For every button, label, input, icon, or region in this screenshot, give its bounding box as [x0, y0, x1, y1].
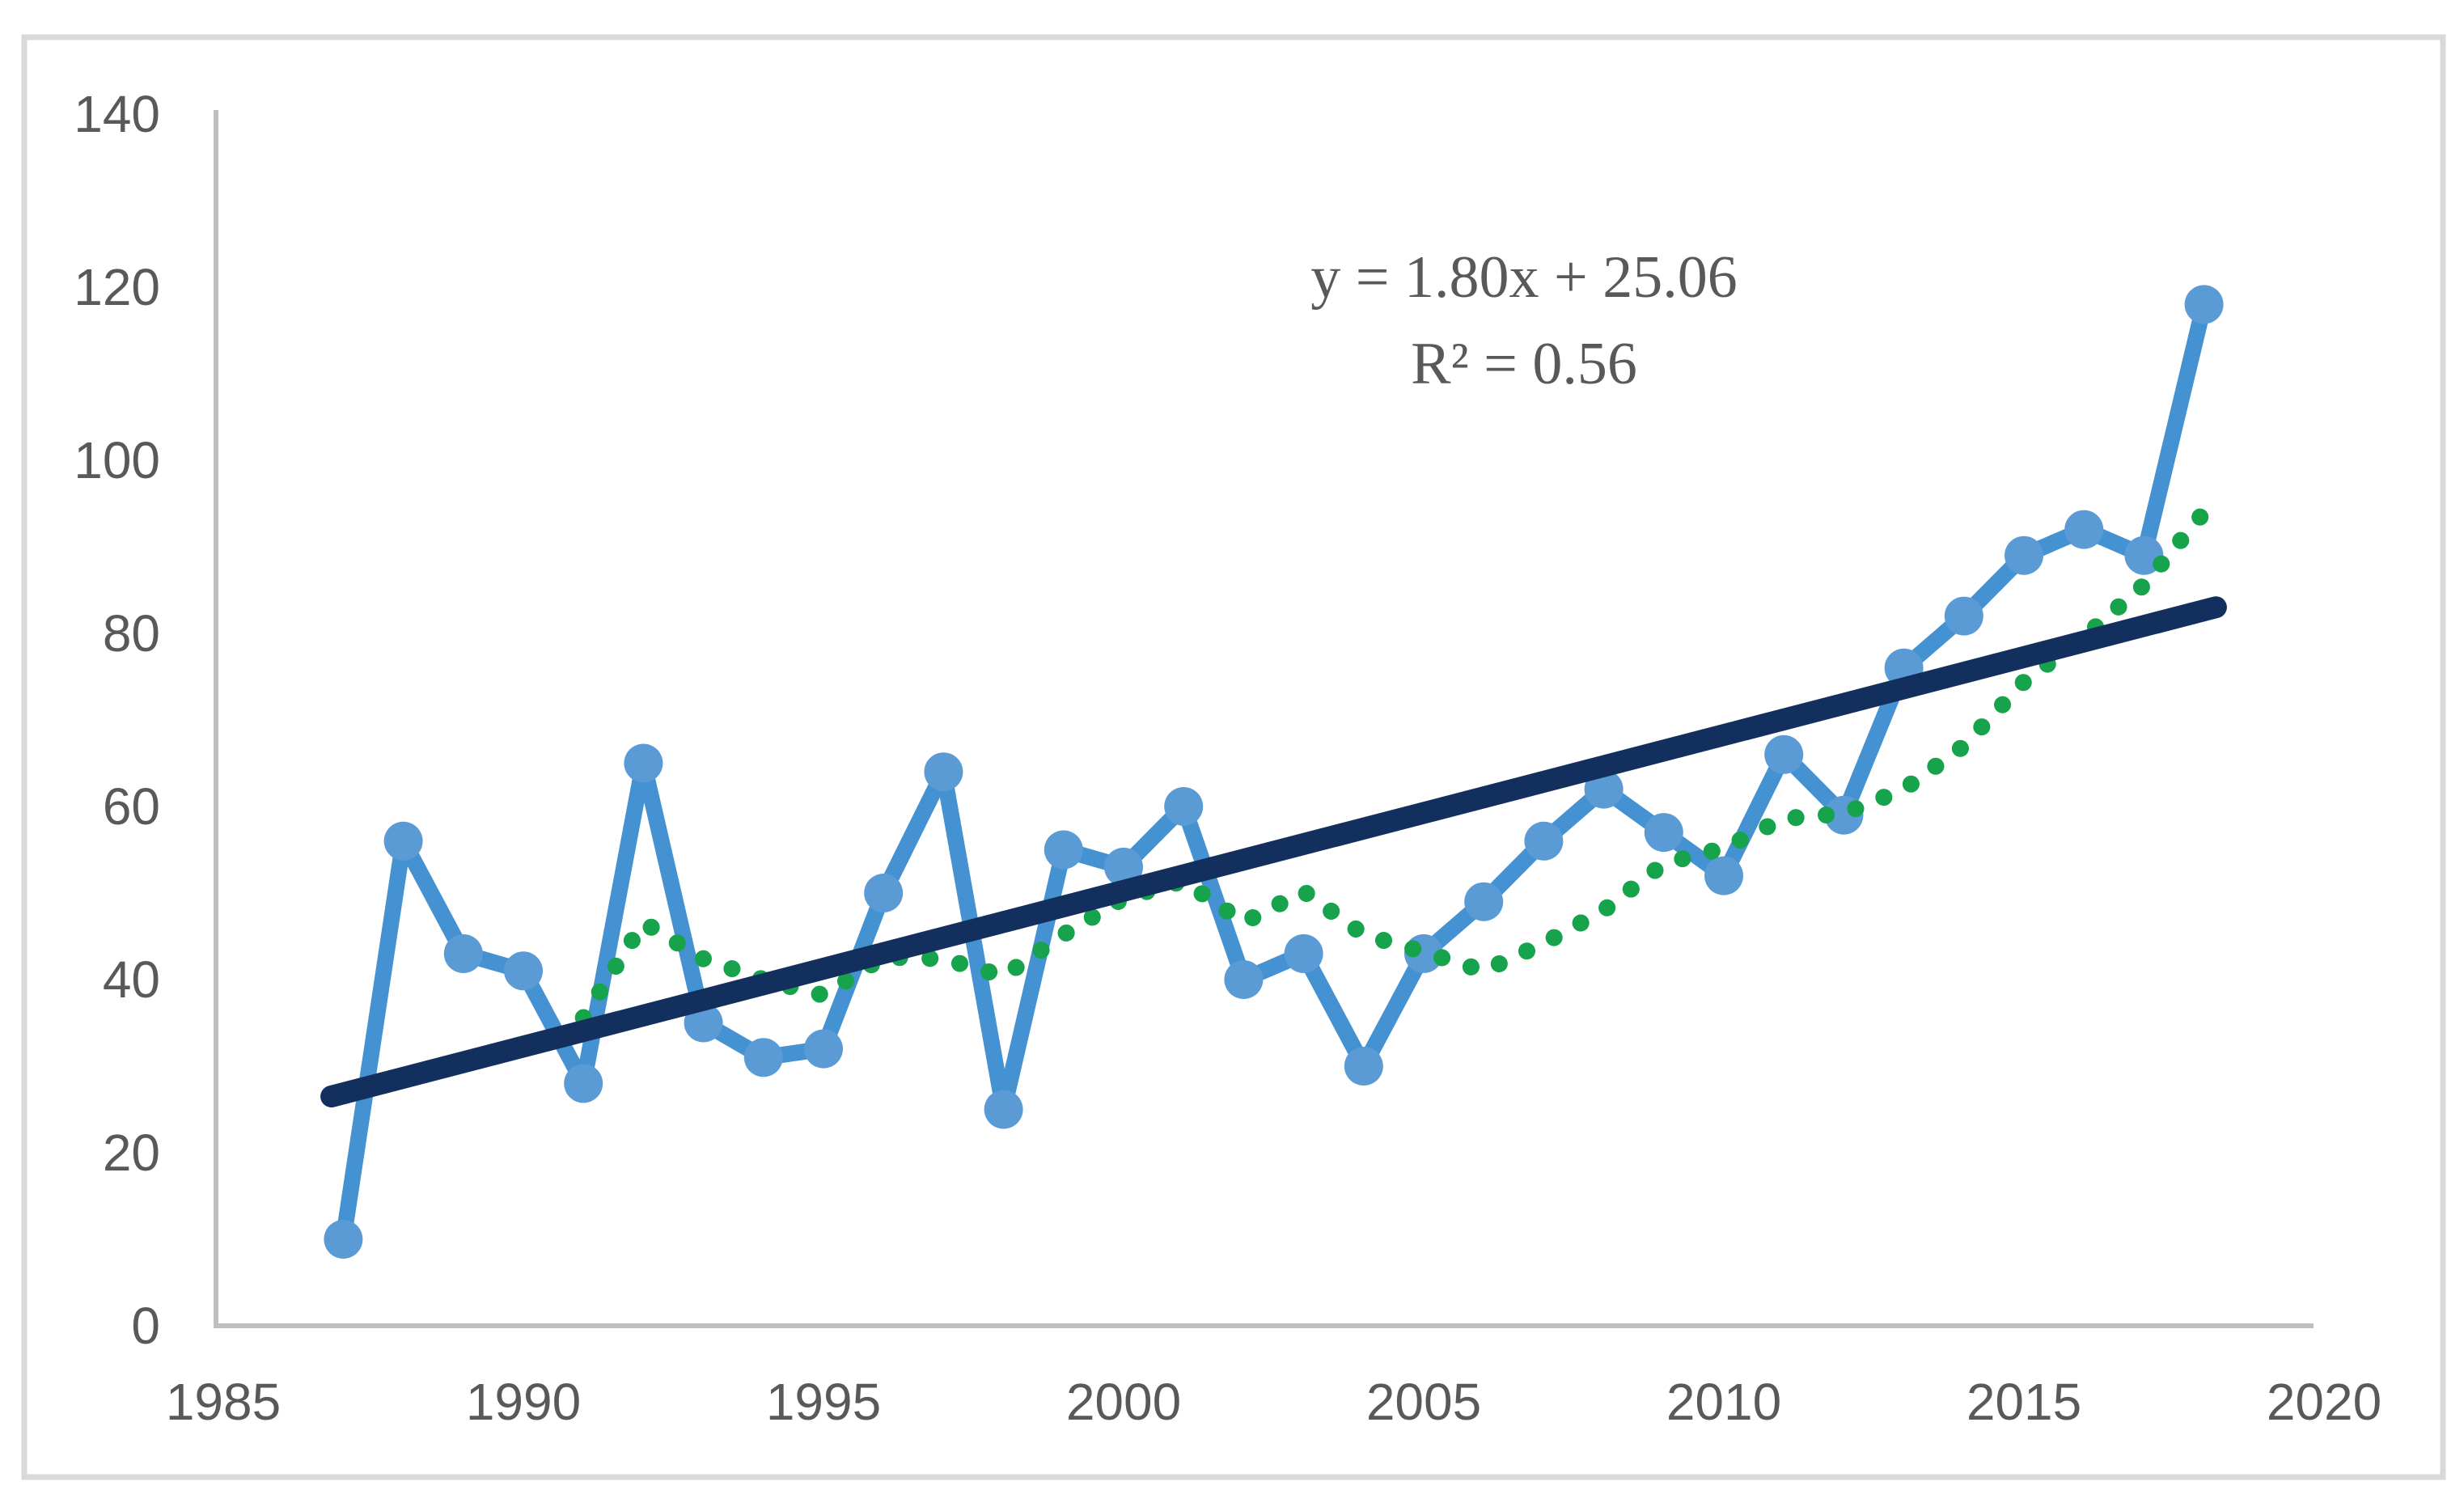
data-point-marker-2007 — [1524, 821, 1564, 861]
data-point-marker-2015 — [2005, 535, 2043, 575]
data-point-marker-2003 — [1284, 933, 1323, 973]
data-point-marker-2014 — [1944, 596, 1983, 636]
x-axis-tick-labels: 1985 1990 1995 2000 2005 2010 2015 2020 — [166, 1373, 2381, 1431]
data-point-marker-2001 — [1164, 787, 1204, 826]
x-tick-label-1990: 1990 — [466, 1373, 581, 1431]
data-point-marker-2018 — [2184, 285, 2224, 324]
data-point-marker-1999 — [1044, 830, 1083, 870]
data-point-marker-2006 — [1464, 882, 1504, 921]
data-point-marker-1989 — [443, 933, 483, 973]
x-tick-label-2010: 2010 — [1666, 1373, 1781, 1431]
y-tick-label-140: 140 — [74, 85, 160, 143]
data-point-marker-1996 — [864, 874, 904, 912]
data-point-marker-2002 — [1224, 960, 1264, 999]
data-point-marker-1994 — [743, 1038, 783, 1077]
data-point-marker-1988 — [383, 821, 423, 861]
y-tick-label-100: 100 — [74, 431, 160, 489]
y-tick-label-120: 120 — [74, 258, 160, 316]
y-tick-label-40: 40 — [103, 950, 160, 1009]
x-tick-label-2020: 2020 — [2267, 1373, 2381, 1431]
trendline — [320, 596, 2227, 1107]
data-point-marker-2010 — [1704, 856, 1743, 895]
x-tick-label-1995: 1995 — [766, 1373, 881, 1431]
data-point-marker-2016 — [2064, 510, 2104, 549]
x-tick-label-2015: 2015 — [1967, 1373, 2081, 1431]
x-tick-label-2005: 2005 — [1366, 1373, 1481, 1431]
y-tick-label-0: 0 — [131, 1297, 160, 1355]
x-tick-label-1985: 1985 — [166, 1373, 281, 1431]
data-point-marker-2009 — [1644, 813, 1683, 853]
data-point-marker-1990 — [504, 951, 543, 991]
data-point-marker-2004 — [1344, 1047, 1383, 1086]
data-point-marker-2011 — [1764, 734, 1804, 774]
chart-border — [21, 34, 2446, 1480]
y-tick-label-20: 20 — [103, 1124, 160, 1182]
data-point-marker-1998 — [984, 1090, 1023, 1129]
data-point-marker-1995 — [804, 1029, 843, 1069]
y-tick-label-60: 60 — [103, 777, 160, 836]
trendline-equation: y = 1.80x + 25.06 R² = 0.56 — [1310, 244, 1737, 397]
y-tick-label-80: 80 — [103, 604, 160, 662]
data-point-marker-1992 — [624, 743, 663, 783]
axes — [214, 110, 2314, 1328]
data-point-marker-2000 — [1104, 847, 1143, 887]
data-point-marker-1987 — [324, 1220, 363, 1259]
data-point-marker-1991 — [564, 1064, 603, 1103]
moving-average-series — [574, 503, 2213, 1027]
equation-text: y = 1.80x + 25.06 — [1310, 244, 1737, 311]
data-point-marker-1997 — [924, 752, 963, 792]
x-tick-label-2000: 2000 — [1066, 1373, 1181, 1431]
moving-average-dotted-line — [574, 503, 2213, 1027]
linear-trendline-line — [320, 596, 2227, 1107]
y-axis-tick-labels: 0 20 40 60 80 100 120 140 — [74, 85, 160, 1355]
r-squared-text: R² = 0.56 — [1411, 331, 1637, 397]
